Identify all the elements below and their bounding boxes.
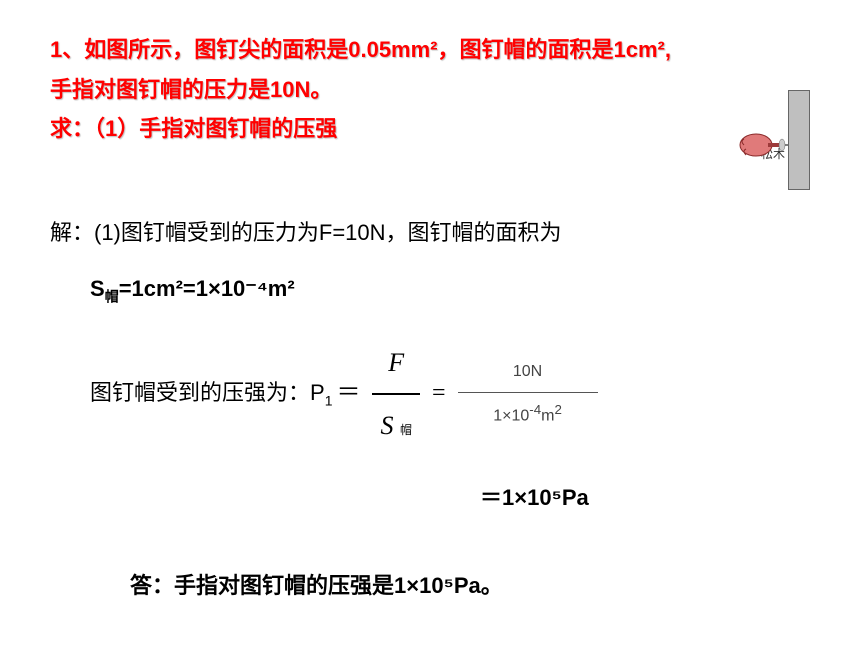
pressure-equation: 图钉帽受到的压强为：P1＝ F S 帽 = 10N 1×10-4m2	[90, 334, 810, 454]
pin-illustration: 松木	[710, 90, 810, 190]
step1-text: 解：(1)图钉帽受到的压力为F=10N，图钉帽的面积为	[50, 209, 810, 257]
area-equation: S帽=1cm²=1×10⁻⁴m²	[90, 265, 810, 313]
eq-sign-1: ＝	[336, 380, 360, 406]
area-S: S	[90, 276, 105, 301]
area-sub: 帽	[105, 289, 119, 305]
fraction-FS: F S 帽	[372, 334, 420, 454]
problem-statement: 1、如图所示，图钉尖的面积是0.05mm²，图钉帽的面积是1cm², 手指对图钉…	[50, 30, 810, 149]
frac-numerator: F	[380, 334, 412, 393]
problem-line-1: 1、如图所示，图钉尖的面积是0.05mm²，图钉帽的面积是1cm²,	[50, 30, 810, 70]
result-value: ＝1×10⁵Pa	[480, 474, 810, 522]
pressure-sub: 1	[325, 393, 333, 409]
pressure-text: 图钉帽受到的压强为：P	[90, 380, 325, 405]
numeric-top: 10N	[505, 354, 550, 391]
eq-sign-2: =	[432, 367, 446, 420]
answer-text: 答：手指对图钉帽的压强是1×10⁵Pa。	[130, 562, 810, 610]
fraction-numeric: 10N 1×10-4m2	[458, 354, 598, 433]
solution-block: 解：(1)图钉帽受到的压力为F=10N，图钉帽的面积为 S帽=1cm²=1×10…	[50, 209, 810, 611]
frac-denominator: S 帽	[372, 395, 420, 454]
wood-panel	[788, 90, 810, 190]
numeric-bot: 1×10-4m2	[485, 393, 570, 434]
area-value: =1cm²=1×10⁻⁴m²	[119, 276, 295, 301]
problem-line-3: 求：（1）手指对图钉帽的压强	[50, 109, 810, 149]
hand-icon	[738, 125, 788, 160]
problem-line-2: 手指对图钉帽的压力是10N。	[50, 70, 810, 110]
